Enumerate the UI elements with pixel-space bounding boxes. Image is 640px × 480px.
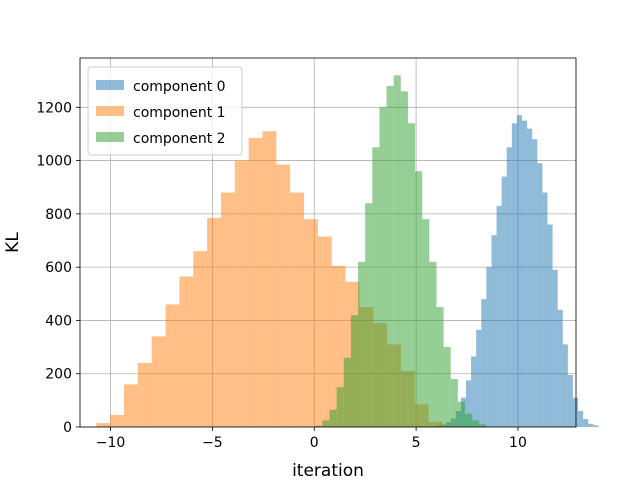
axis-ticks: −10 −5 0 5 10 0 200 400 600 800 1000 1200 bbox=[36, 100, 527, 451]
histogram-bar bbox=[207, 217, 221, 427]
legend-box bbox=[87, 66, 243, 156]
histogram-bar bbox=[415, 171, 423, 427]
histogram-bar bbox=[304, 219, 318, 427]
histogram-bar bbox=[552, 269, 558, 427]
histogram-bar bbox=[429, 261, 437, 427]
histogram-bar bbox=[343, 357, 351, 427]
histogram-bar bbox=[567, 375, 573, 427]
histogram-bar bbox=[496, 205, 502, 427]
histogram-bar bbox=[151, 336, 166, 427]
histogram-bar bbox=[522, 120, 528, 427]
y-tick-label: 1200 bbox=[36, 100, 72, 116]
histogram-bar bbox=[486, 267, 492, 427]
y-tick-label: 1000 bbox=[36, 154, 72, 170]
x-tick-label: −5 bbox=[202, 435, 223, 451]
series-2-bars bbox=[315, 75, 487, 428]
histogram-bar bbox=[137, 363, 152, 427]
histogram-bar bbox=[491, 235, 497, 427]
y-tick-label: 800 bbox=[45, 207, 72, 223]
bars bbox=[96, 75, 599, 428]
histogram-bar bbox=[220, 192, 235, 427]
histogram-bar bbox=[466, 380, 472, 427]
histogram-bar bbox=[588, 423, 594, 427]
x-tick-label: 5 bbox=[412, 435, 421, 451]
histogram-bar bbox=[472, 420, 480, 427]
y-tick-label: 400 bbox=[45, 313, 72, 329]
histogram-bar bbox=[516, 115, 523, 427]
histogram-bar bbox=[422, 219, 430, 427]
histogram-bar bbox=[578, 411, 584, 427]
histogram-bar bbox=[400, 91, 408, 427]
histogram-bar bbox=[479, 424, 487, 427]
legend-swatch bbox=[96, 106, 124, 116]
histogram-bar bbox=[464, 413, 473, 427]
histogram-bar bbox=[511, 123, 517, 428]
histogram-bar bbox=[450, 379, 458, 427]
histogram-bar bbox=[501, 176, 507, 427]
histogram-bar bbox=[123, 384, 138, 427]
histogram-bar bbox=[527, 128, 533, 427]
histogram-bar bbox=[234, 160, 249, 427]
histogram-bar bbox=[506, 147, 512, 428]
histogram-bar bbox=[322, 420, 330, 427]
histogram-bar bbox=[562, 344, 568, 427]
histogram-bar bbox=[276, 164, 291, 427]
histogram-bar bbox=[350, 315, 359, 427]
histogram-bar bbox=[386, 85, 394, 427]
histogram-bar bbox=[315, 425, 323, 427]
legend-label: component 1 bbox=[133, 105, 226, 121]
histogram-bar bbox=[436, 307, 444, 427]
histogram-bar bbox=[476, 329, 482, 427]
histogram-bar bbox=[193, 251, 208, 427]
histogram-bar bbox=[179, 276, 194, 427]
y-axis-label: KL bbox=[3, 232, 23, 253]
histogram-bar bbox=[407, 123, 416, 428]
histogram-bar bbox=[379, 107, 387, 427]
plot-frame bbox=[79, 57, 577, 428]
histogram-bar bbox=[336, 387, 344, 427]
histogram-bar bbox=[365, 203, 373, 427]
legend-swatch bbox=[96, 132, 124, 142]
histogram-bar bbox=[262, 131, 277, 427]
y-tick-label: 0 bbox=[63, 420, 72, 436]
histogram-bar bbox=[329, 409, 337, 427]
histogram-bar bbox=[537, 163, 543, 427]
histogram-bar bbox=[547, 224, 553, 427]
histogram-bar bbox=[593, 425, 599, 427]
histogram-bar bbox=[372, 147, 380, 428]
histogram-bar bbox=[481, 299, 487, 427]
histogram-bar bbox=[572, 397, 579, 427]
series-0-bars bbox=[430, 115, 599, 428]
x-tick-label: −10 bbox=[96, 435, 126, 451]
x-axis-label: iteration bbox=[292, 461, 364, 480]
histogram-bar bbox=[358, 261, 366, 427]
legend: component 0 component 1 component 2 bbox=[87, 66, 243, 156]
histogram-bar bbox=[290, 192, 305, 427]
histogram-bar bbox=[165, 304, 180, 427]
legend-swatch bbox=[96, 80, 124, 90]
legend-label: component 0 bbox=[133, 79, 226, 95]
y-tick-label: 200 bbox=[45, 367, 72, 383]
histogram-bar bbox=[443, 347, 451, 427]
histogram-bar bbox=[557, 309, 563, 427]
legend-label: component 2 bbox=[133, 131, 226, 147]
histogram-bar bbox=[532, 139, 538, 427]
histogram-bar bbox=[96, 423, 111, 427]
x-tick-label: 0 bbox=[310, 435, 319, 451]
histogram-bar bbox=[317, 236, 332, 427]
histogram-bar bbox=[393, 75, 401, 427]
histogram-bar bbox=[471, 356, 477, 427]
histogram-bar bbox=[248, 137, 263, 427]
y-tick-label: 600 bbox=[45, 260, 72, 276]
histogram-bar bbox=[110, 415, 124, 427]
x-tick-label: 10 bbox=[509, 435, 527, 451]
histogram-bar bbox=[542, 192, 548, 427]
histogram-bar bbox=[331, 265, 346, 427]
histogram-bar bbox=[457, 401, 465, 427]
histogram-bar bbox=[583, 419, 589, 427]
